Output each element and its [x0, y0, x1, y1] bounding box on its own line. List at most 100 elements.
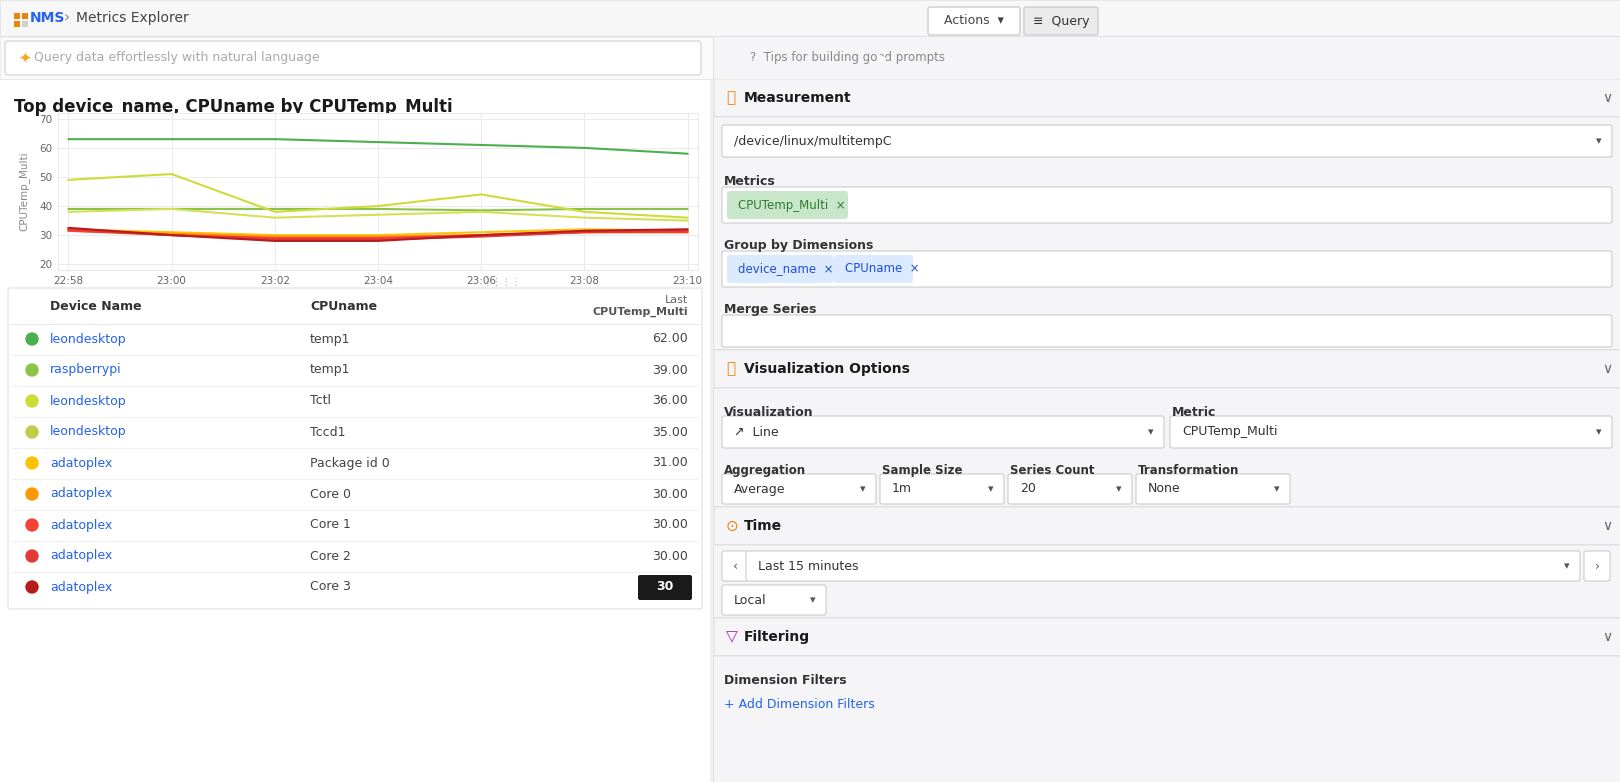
Bar [11, 448, 698, 449]
Text: NMS: NMS [31, 11, 65, 25]
Text: leondesktop: leondesktop [50, 425, 126, 439]
FancyBboxPatch shape [723, 251, 1612, 287]
Text: 📊: 📊 [726, 361, 735, 376]
FancyBboxPatch shape [745, 551, 1580, 581]
Text: adatoplex: adatoplex [50, 580, 112, 594]
Text: ▾: ▾ [1596, 136, 1602, 146]
Circle shape [26, 333, 37, 345]
FancyBboxPatch shape [723, 125, 1612, 157]
Text: ↗  Line: ↗ Line [734, 425, 779, 439]
Bar [714, 617, 1620, 618]
FancyBboxPatch shape [1008, 474, 1132, 504]
Text: raspberrypi: raspberrypi [50, 364, 122, 376]
Circle shape [26, 395, 37, 407]
FancyBboxPatch shape [5, 41, 701, 75]
FancyBboxPatch shape [1584, 551, 1610, 581]
Bar [11, 417, 698, 418]
Text: Dimension Filters: Dimension Filters [724, 674, 847, 687]
Text: 62.00: 62.00 [653, 332, 688, 346]
Text: ∨: ∨ [1602, 630, 1612, 644]
FancyBboxPatch shape [723, 187, 1612, 223]
Bar [23, 13, 28, 19]
Bar [0, 37, 710, 782]
Text: 30.00: 30.00 [653, 487, 688, 500]
Text: Query data effortlessly with natural language: Query data effortlessly with natural lan… [34, 52, 319, 64]
Text: 30.00: 30.00 [653, 518, 688, 532]
Text: Time: Time [744, 519, 782, 533]
FancyBboxPatch shape [928, 7, 1021, 35]
Bar [11, 479, 698, 480]
Text: Package id 0: Package id 0 [309, 457, 390, 469]
Text: ▾: ▾ [810, 595, 815, 605]
Bar [11, 572, 698, 573]
Text: + Add Dimension Filters: + Add Dimension Filters [724, 698, 875, 711]
Text: None: None [1149, 482, 1181, 496]
Bar [15, 13, 19, 19]
Text: ▾: ▾ [988, 484, 993, 494]
Text: CPUname: CPUname [309, 300, 377, 314]
Bar [0, 37, 1620, 79]
Text: Metrics Explorer: Metrics Explorer [76, 11, 190, 25]
Text: Series Count: Series Count [1009, 464, 1095, 477]
Bar [714, 618, 1620, 656]
Text: 20: 20 [1021, 482, 1035, 496]
Text: temp1: temp1 [309, 364, 350, 376]
Text: ▾: ▾ [1596, 427, 1602, 437]
Bar [0, 0, 1620, 36]
Text: ✦: ✦ [18, 51, 31, 66]
Circle shape [26, 581, 37, 593]
Text: Filtering: Filtering [744, 630, 810, 644]
FancyBboxPatch shape [1024, 7, 1098, 35]
Bar [0, 79, 1620, 80]
Text: Visualization: Visualization [724, 406, 813, 419]
Text: Measurement: Measurement [744, 91, 852, 105]
Text: 39.00: 39.00 [653, 364, 688, 376]
Text: 1m: 1m [893, 482, 912, 496]
Text: /device/linux/multitempC: /device/linux/multitempC [734, 135, 891, 148]
FancyBboxPatch shape [723, 585, 826, 615]
FancyBboxPatch shape [727, 191, 847, 219]
Bar [714, 79, 1620, 117]
Text: CPUname  ×: CPUname × [846, 263, 920, 275]
Text: device_name  ×: device_name × [739, 263, 834, 275]
Text: ▾: ▾ [1116, 484, 1121, 494]
FancyBboxPatch shape [1170, 416, 1612, 448]
Text: leondesktop: leondesktop [50, 394, 126, 407]
FancyBboxPatch shape [8, 288, 701, 609]
Text: leondesktop: leondesktop [50, 332, 126, 346]
Text: ⋮⋮⋮⋮: ⋮⋮⋮⋮ [483, 277, 522, 287]
Text: Last 15 minutes: Last 15 minutes [758, 559, 859, 572]
Circle shape [26, 550, 37, 562]
Text: Top device_name, CPUname by CPUTemp_Multi: Top device_name, CPUname by CPUTemp_Mult… [15, 98, 452, 116]
Text: Actions  ▾: Actions ▾ [944, 15, 1004, 27]
Text: CPUTemp_Multi: CPUTemp_Multi [593, 307, 688, 317]
Text: ▽: ▽ [726, 630, 737, 644]
Bar [10, 324, 700, 325]
Text: Sample Size: Sample Size [881, 464, 962, 477]
FancyBboxPatch shape [723, 474, 876, 504]
Bar [23, 21, 28, 27]
FancyBboxPatch shape [727, 255, 834, 283]
Text: ▾: ▾ [1149, 427, 1153, 437]
FancyBboxPatch shape [880, 474, 1004, 504]
Text: 30: 30 [656, 580, 674, 594]
Text: ›: › [1594, 559, 1599, 572]
Text: Merge Series: Merge Series [724, 303, 816, 316]
Text: ?  Tips for building good prompts: ? Tips for building good prompts [750, 52, 944, 64]
Text: Tccd1: Tccd1 [309, 425, 345, 439]
FancyBboxPatch shape [1136, 474, 1290, 504]
FancyBboxPatch shape [867, 43, 899, 73]
Text: ∨: ∨ [1602, 91, 1612, 105]
Text: CPUTemp_Multi  ×: CPUTemp_Multi × [739, 199, 846, 211]
Text: ⊙: ⊙ [726, 518, 739, 533]
Bar [714, 544, 1620, 545]
Bar [714, 655, 1620, 656]
FancyBboxPatch shape [723, 416, 1165, 448]
FancyBboxPatch shape [638, 575, 692, 600]
FancyBboxPatch shape [723, 551, 748, 581]
Text: adatoplex: adatoplex [50, 550, 112, 562]
Text: 🟧: 🟧 [726, 91, 735, 106]
Text: temp1: temp1 [309, 332, 350, 346]
Text: Last: Last [664, 295, 688, 305]
Text: CPUTemp_Multi: CPUTemp_Multi [1183, 425, 1278, 439]
